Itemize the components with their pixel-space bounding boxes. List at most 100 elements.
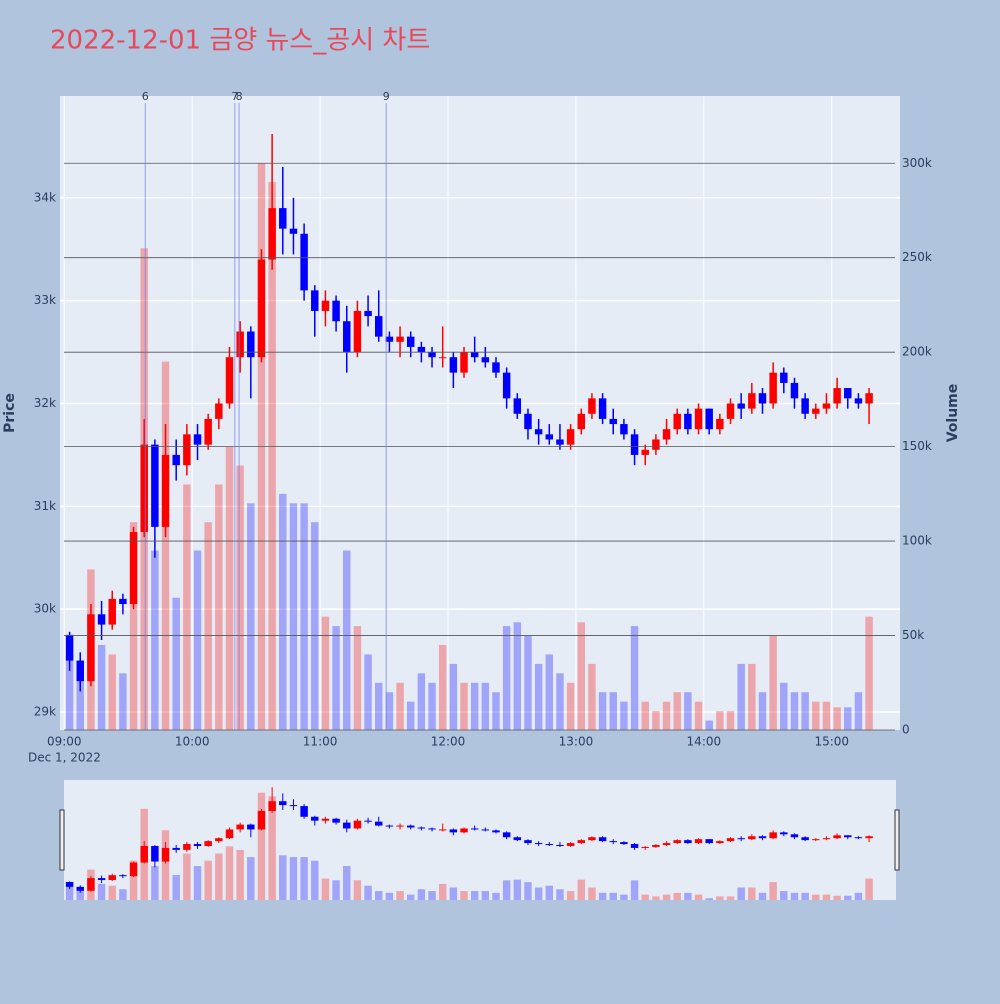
mini-candle-body xyxy=(129,862,138,877)
mini-candle-body xyxy=(716,841,724,844)
candle-body xyxy=(833,388,841,404)
volume-bar xyxy=(502,626,511,730)
mini-candle-body xyxy=(524,840,532,844)
volume-bar xyxy=(844,707,852,730)
mini-candle-body xyxy=(225,829,234,839)
candle-body xyxy=(108,598,116,625)
mini-candle-body xyxy=(790,834,799,838)
volume-bar xyxy=(694,701,703,730)
volume-bar xyxy=(406,701,415,730)
candle-body xyxy=(620,424,628,435)
candle-body xyxy=(726,403,735,419)
volume-bar xyxy=(662,701,671,730)
mini-volume-bar xyxy=(311,860,319,900)
mini-candle-body xyxy=(108,875,116,881)
candle-body xyxy=(428,352,436,358)
mini-candle-body xyxy=(694,839,703,844)
candle-body xyxy=(300,233,308,291)
candle-body xyxy=(417,346,426,353)
mini-candle-body xyxy=(502,832,511,838)
mini-candle-body xyxy=(406,825,415,828)
y-tick-label: 31k xyxy=(34,499,56,513)
volume-bar xyxy=(513,622,522,730)
candle-body xyxy=(513,398,522,414)
candle-body xyxy=(247,331,255,358)
mini-volume-bar xyxy=(247,857,255,900)
mini-candle-body xyxy=(140,845,148,863)
mini-volume-bar xyxy=(375,891,383,900)
volume-bar xyxy=(812,701,820,730)
candle-body xyxy=(257,259,266,358)
volume-bar xyxy=(438,644,447,730)
mini-volume-bar xyxy=(790,892,799,900)
slider-handle[interactable] xyxy=(59,809,65,871)
mini-volume-bar xyxy=(684,892,692,900)
news-label: 8 xyxy=(236,90,243,103)
mini-volume-bar xyxy=(694,894,703,900)
y-tick-label: 32k xyxy=(34,396,56,410)
mini-candle-body xyxy=(417,827,426,829)
mini-volume-bar xyxy=(449,887,458,900)
x-date-label: Dec 1, 2022 xyxy=(28,751,101,765)
candle-body xyxy=(577,413,585,430)
candle-body xyxy=(673,413,681,430)
candle-body xyxy=(119,598,127,605)
candle-body xyxy=(449,357,458,373)
candle-body xyxy=(332,300,340,322)
mini-candle-body xyxy=(151,845,159,862)
volume-bar xyxy=(353,626,362,730)
volume-bar xyxy=(183,484,191,730)
mini-candle-body xyxy=(343,822,351,829)
y2-axis-label: Volume xyxy=(945,384,961,443)
mini-candle-body xyxy=(193,844,202,846)
mini-candle-body xyxy=(545,844,554,846)
mini-candle-body xyxy=(279,801,287,806)
volume-bar xyxy=(620,701,628,730)
volume-bar xyxy=(204,522,212,730)
volume-bar xyxy=(236,465,244,730)
mini-candle-body xyxy=(758,836,767,839)
volume-bar xyxy=(343,550,351,730)
candle-body xyxy=(406,336,415,347)
candle-body xyxy=(470,352,479,358)
candle-body xyxy=(204,418,212,445)
candle-body xyxy=(790,382,799,399)
candle-body xyxy=(801,398,809,414)
candle-body xyxy=(225,357,234,404)
mini-candle-body xyxy=(801,837,809,841)
mini-volume-bar xyxy=(236,849,244,900)
mini-candle-body xyxy=(119,875,127,877)
candle-body xyxy=(481,357,490,363)
volume-bar xyxy=(854,692,863,730)
volume-bar xyxy=(268,182,276,731)
mini-candle-body xyxy=(97,878,106,881)
mini-candle-body xyxy=(470,828,479,830)
volume-bar xyxy=(172,597,180,730)
candle-body xyxy=(780,372,788,383)
mini-candle-body xyxy=(449,829,458,833)
slider-handle[interactable] xyxy=(894,809,900,871)
mini-volume-bar xyxy=(641,894,649,900)
mini-candle-body xyxy=(300,806,308,817)
volume-bar xyxy=(279,493,287,730)
candle-body xyxy=(641,449,649,455)
range-slider[interactable] xyxy=(64,780,896,900)
x-tick-label: 13:00 xyxy=(559,735,594,749)
y2-tick-label: 200k xyxy=(902,345,932,359)
volume-bar xyxy=(652,711,660,730)
x-tick-label: 11:00 xyxy=(303,735,338,749)
volume-bar xyxy=(822,701,831,730)
volume-bar xyxy=(556,673,564,730)
mini-candle-body xyxy=(481,829,490,831)
y-tick-label: 29k xyxy=(34,705,56,719)
mini-volume-bar xyxy=(183,853,191,900)
candle-body xyxy=(279,208,287,229)
mini-candle-body xyxy=(673,840,681,844)
mini-candle-body xyxy=(215,838,223,842)
mini-candle-body xyxy=(492,830,500,833)
candle-body xyxy=(812,408,820,414)
volume-bar xyxy=(673,692,681,730)
mini-candle-body xyxy=(311,816,319,821)
mini-candle-body xyxy=(641,846,649,848)
candle-body xyxy=(151,444,159,527)
